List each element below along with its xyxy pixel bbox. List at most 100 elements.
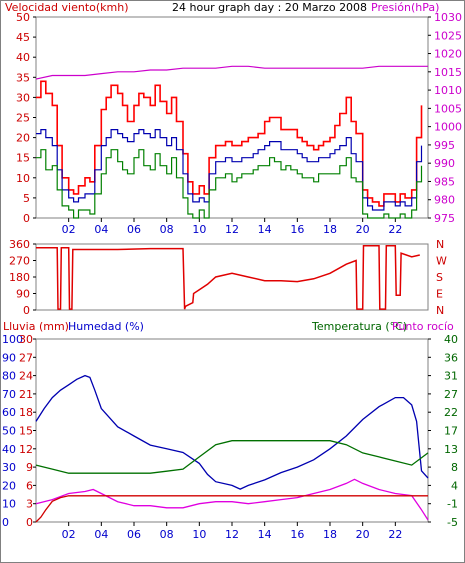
rain-y-tick-label: 6 [26,479,33,492]
wind-y-tick-label: 15 [16,152,30,165]
x-tick-label: 12 [225,223,239,236]
series-humidity-line [35,374,429,490]
temperature-y-tick-label: 27 [444,388,458,401]
wind-y-tick-label: 50 [16,11,30,24]
rain-y-tick-label: 21 [19,388,33,401]
rain-y-tick-label: 9 [26,461,33,474]
direction-letter-label: N [436,304,444,317]
temperature-y-tick-label: 36 [444,351,458,364]
temperature-y-tick-label: -1 [447,498,458,511]
rain-y-tick-label: 12 [19,443,33,456]
temperature-y-tick-label: 4 [451,479,458,492]
x-tick-label: 02 [62,223,76,236]
humidity-y-tick-label: 100 [2,333,23,346]
temperature-y-tick-label: 31 [444,370,458,383]
humidity-y-tick-label: 10 [2,498,16,511]
direction-letter-label: W [436,255,447,268]
x-tick-label: 14 [258,223,272,236]
humidity-y-tick-label: 40 [2,443,16,456]
pressure-y-tick-label: 1030 [434,11,462,24]
rain-y-tick-label: 30 [19,333,33,346]
pressure-y-tick-label: 1025 [434,29,462,42]
wind-speed-title: Velocidad viento(kmh) [5,1,129,14]
pressure-y-tick-label: 1020 [434,48,462,61]
wind-y-tick-label: 45 [16,31,30,44]
humidity-y-tick-label: 50 [2,425,16,438]
wind-y-tick-label: 0 [23,212,30,225]
humidity-y-tick-label: 0 [2,516,9,529]
x-tick-label: 10 [192,223,206,236]
direction-letter-label: N [436,238,444,251]
direction-letter-label: S [436,271,443,284]
humidity-y-tick-label: 90 [2,351,16,364]
humidity-axis-title: Humedad (%) [68,320,144,333]
series-pressure-line [35,65,428,80]
pressure-y-tick-label: 985 [434,175,455,188]
temperature-y-tick-label: -5 [447,516,458,529]
pressure-y-tick-label: 1015 [434,66,462,79]
x-tick-label: 20 [356,528,370,541]
humidity-y-tick-label: 20 [2,479,16,492]
pressure-y-tick-label: 975 [434,212,455,225]
temperature-axis-title: Temperatura (°C) [311,320,407,333]
x-tick-label: 16 [290,223,304,236]
chart-date-title: 24 hour graph day : 20 Marzo 2008 [172,1,367,14]
pressure-title: Presión(hPa) [371,1,439,14]
x-tick-label: 02 [62,528,76,541]
x-tick-label: 08 [160,223,174,236]
x-tick-label: 06 [127,223,141,236]
wind-y-tick-label: 30 [16,91,30,104]
direction-y-tick-label: 90 [16,288,30,301]
pressure-y-tick-label: 1010 [434,84,462,97]
humidity-y-tick-label: 80 [2,370,16,383]
direction-letter-label: E [436,288,443,301]
temperature-y-tick-label: 13 [444,443,458,456]
direction-y-tick-label: 270 [9,255,30,268]
x-tick-label: 10 [192,528,206,541]
wind-y-tick-label: 20 [16,132,30,145]
humidity-y-tick-label: 30 [2,461,16,474]
temperature-y-tick-label: 8 [451,461,458,474]
pressure-y-tick-label: 990 [434,157,455,170]
x-tick-label: 16 [290,528,304,541]
series-minimum-line [36,149,423,219]
x-tick-label: 08 [160,528,174,541]
series-rain-line [35,495,428,523]
rain-y-tick-label: 18 [19,406,33,419]
wind-y-tick-label: 35 [16,71,30,84]
wind-y-tick-label: 10 [16,172,30,185]
x-tick-label: 04 [94,528,108,541]
wind-y-tick-label: 40 [16,51,30,64]
series-dewpoint-line [35,478,429,521]
pressure-y-tick-label: 980 [434,194,455,207]
wind-y-tick-label: 5 [23,192,30,205]
x-tick-label: 04 [94,223,108,236]
rain-y-tick-label: 15 [19,425,33,438]
x-tick-label: 20 [356,223,370,236]
rain-y-tick-label: 27 [19,351,33,364]
pressure-y-tick-label: 995 [434,139,455,152]
rain-y-tick-label: 24 [19,370,33,383]
direction-y-tick-label: 0 [23,304,30,317]
x-tick-label: 18 [323,223,337,236]
series-temperature-line [35,440,429,474]
wind-y-tick-label: 25 [16,112,30,125]
series-average-line [36,129,423,211]
series-direction-line [36,245,420,310]
x-tick-label: 06 [127,528,141,541]
dewpoint-axis-title: Punto rocío [392,320,454,333]
humidity-y-tick-label: 70 [2,388,16,401]
x-tick-label: 22 [388,528,402,541]
direction-y-tick-label: 180 [9,271,30,284]
humidity-y-tick-label: 60 [2,406,16,419]
x-tick-label: 14 [258,528,272,541]
x-tick-label: 12 [225,528,239,541]
rain-y-tick-label: 3 [26,498,33,511]
rain-y-tick-label: 0 [26,516,33,529]
pressure-y-tick-label: 1000 [434,121,462,134]
x-tick-label: 18 [323,528,337,541]
